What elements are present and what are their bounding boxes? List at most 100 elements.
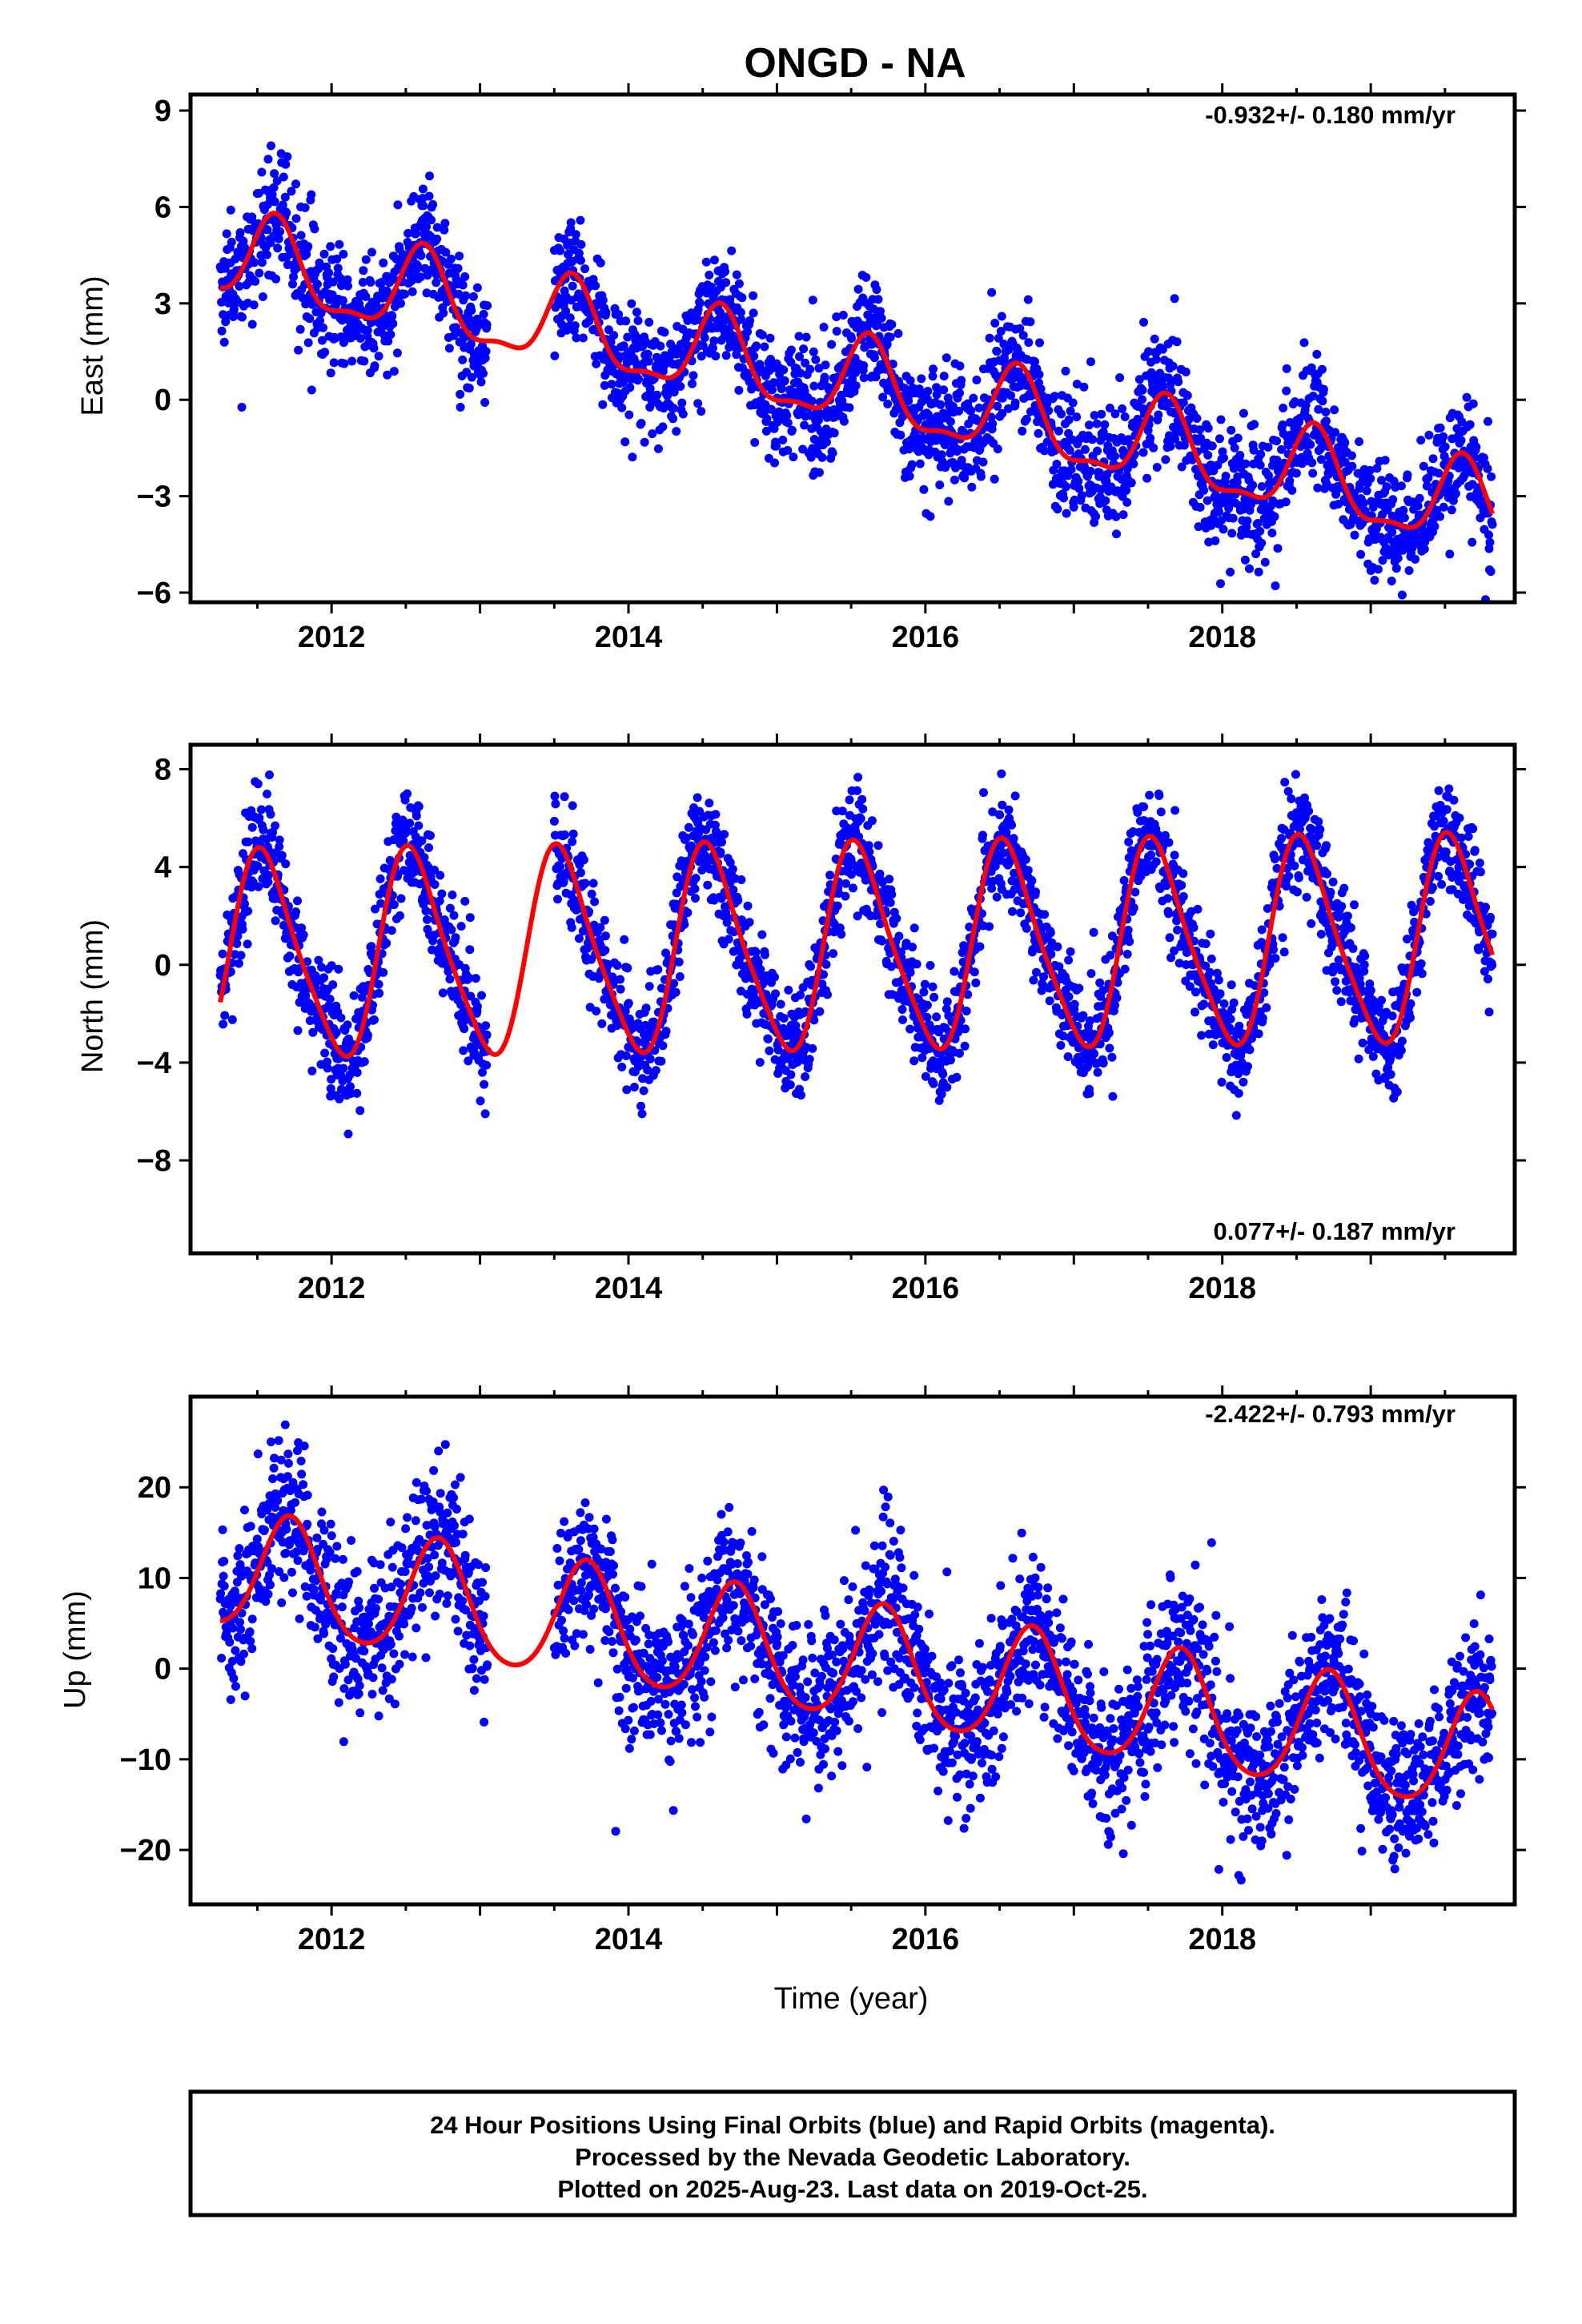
data-point [1256,449,1266,459]
data-point [476,377,486,387]
data-point [815,1007,825,1016]
data-point [1267,529,1277,537]
data-point [346,1089,355,1098]
east-fit-line [219,211,1495,530]
data-point [461,291,471,300]
data-point [382,939,391,948]
data-point [1248,480,1258,490]
data-point [293,1026,303,1035]
data-point [1156,807,1166,817]
data-point [620,935,629,944]
data-point [771,989,781,999]
data-point [259,825,268,834]
data-point [932,1012,942,1022]
data-point [1272,436,1281,446]
data-point [398,815,408,825]
data-point [414,821,424,830]
data-point [1207,954,1216,963]
data-point [922,1000,932,1010]
data-point [623,963,632,973]
data-point [1486,567,1496,577]
data-point [568,829,578,838]
data-point [697,407,706,416]
data-point [937,450,946,460]
data-point [1021,854,1030,864]
data-point [737,293,747,303]
data-point [917,1053,927,1063]
data-point [978,830,987,840]
data-point [1362,486,1371,496]
data-point [1066,464,1076,474]
data-point [832,327,841,336]
data-point [676,382,685,391]
data-point [278,200,287,210]
data-point [430,866,440,875]
data-point [811,355,821,364]
data-point [1080,444,1090,454]
data-point [1365,465,1375,475]
data-point [1387,528,1397,537]
data-point [832,312,841,322]
data-point [1056,1040,1066,1050]
east-ylabel: East (mm) [76,275,110,416]
data-point [634,374,643,384]
data-point [480,1080,489,1089]
data-point [656,1056,666,1066]
data-point [237,403,247,412]
data-point [1416,436,1426,445]
data-point [688,379,697,388]
data-point [658,1041,668,1051]
data-point [327,290,337,300]
data-point [238,924,247,934]
data-point [1077,491,1086,501]
data-point [732,350,741,360]
data-point [343,281,352,291]
data-point [289,272,298,282]
data-point [1196,433,1206,443]
data-point [970,967,979,977]
data-point [1006,391,1015,400]
data-point [993,401,1002,411]
data-point [243,837,253,846]
data-point [1101,496,1110,505]
data-point [217,326,227,336]
data-point [229,304,239,314]
data-point [1106,951,1115,960]
data-point [1272,456,1282,464]
data-point [1356,549,1366,559]
data-point [1120,964,1130,974]
data-point [808,1043,817,1053]
data-point [1423,481,1432,491]
data-point [556,862,564,871]
data-point [1181,368,1191,376]
data-point [270,169,279,179]
data-point [371,904,379,914]
data-point [1301,400,1311,410]
data-point [343,275,352,284]
data-point [710,820,720,830]
data-point [400,289,410,299]
data-point [1029,975,1038,985]
data-point [750,438,760,447]
data-point [591,281,600,291]
data-point [998,800,1007,810]
data-point [271,821,280,830]
data-point [557,320,566,329]
data-point [1263,443,1273,452]
data-point [601,308,611,317]
data-point [708,344,717,353]
data-point [921,1072,930,1081]
data-point [955,1048,964,1058]
data-point [887,890,897,899]
data-point [988,807,998,817]
data-point [235,228,245,237]
data-point [1170,850,1179,860]
data-point [576,215,585,225]
data-point [1278,420,1287,429]
data-point [656,341,665,351]
data-point [1257,538,1267,548]
data-point [480,398,490,407]
data-point [357,992,367,1002]
data-point [560,830,570,839]
data-point [616,975,625,984]
